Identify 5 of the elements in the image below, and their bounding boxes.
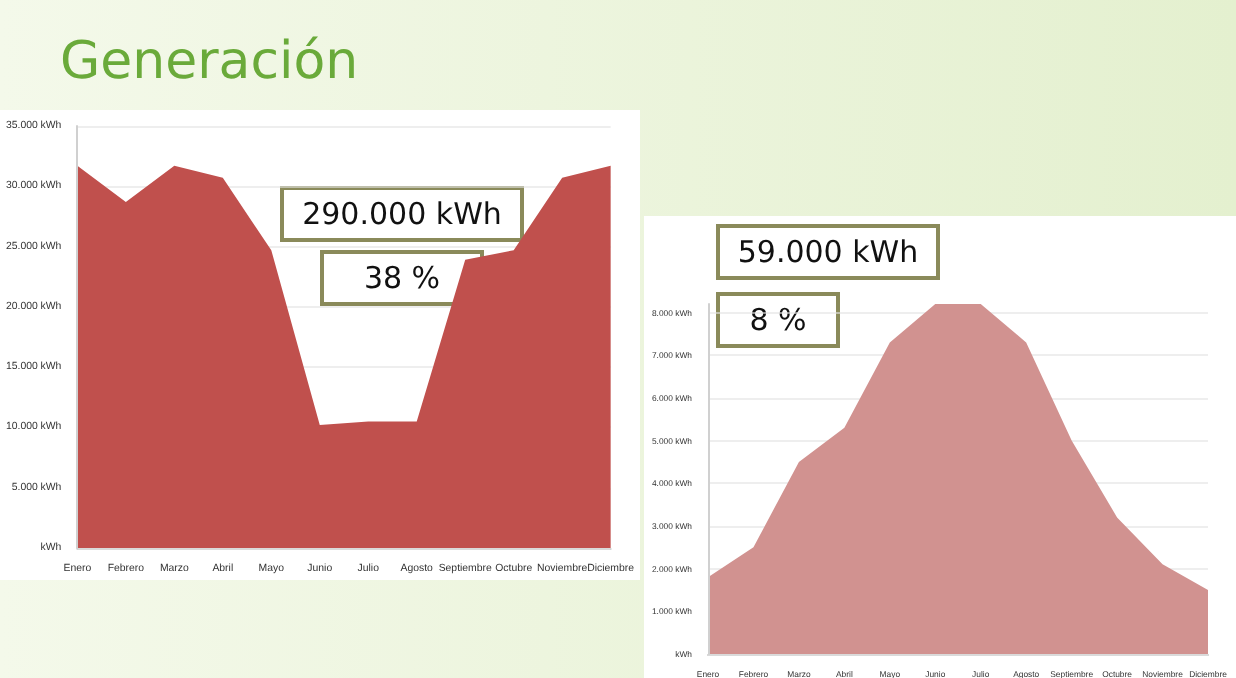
chart-title: Generación xyxy=(60,32,359,92)
text: 59.000 kWh xyxy=(737,234,919,270)
annotation: 38 % xyxy=(363,260,441,296)
annotation: 290.000 kWh xyxy=(302,196,502,232)
annotation: 8 % xyxy=(749,302,807,338)
